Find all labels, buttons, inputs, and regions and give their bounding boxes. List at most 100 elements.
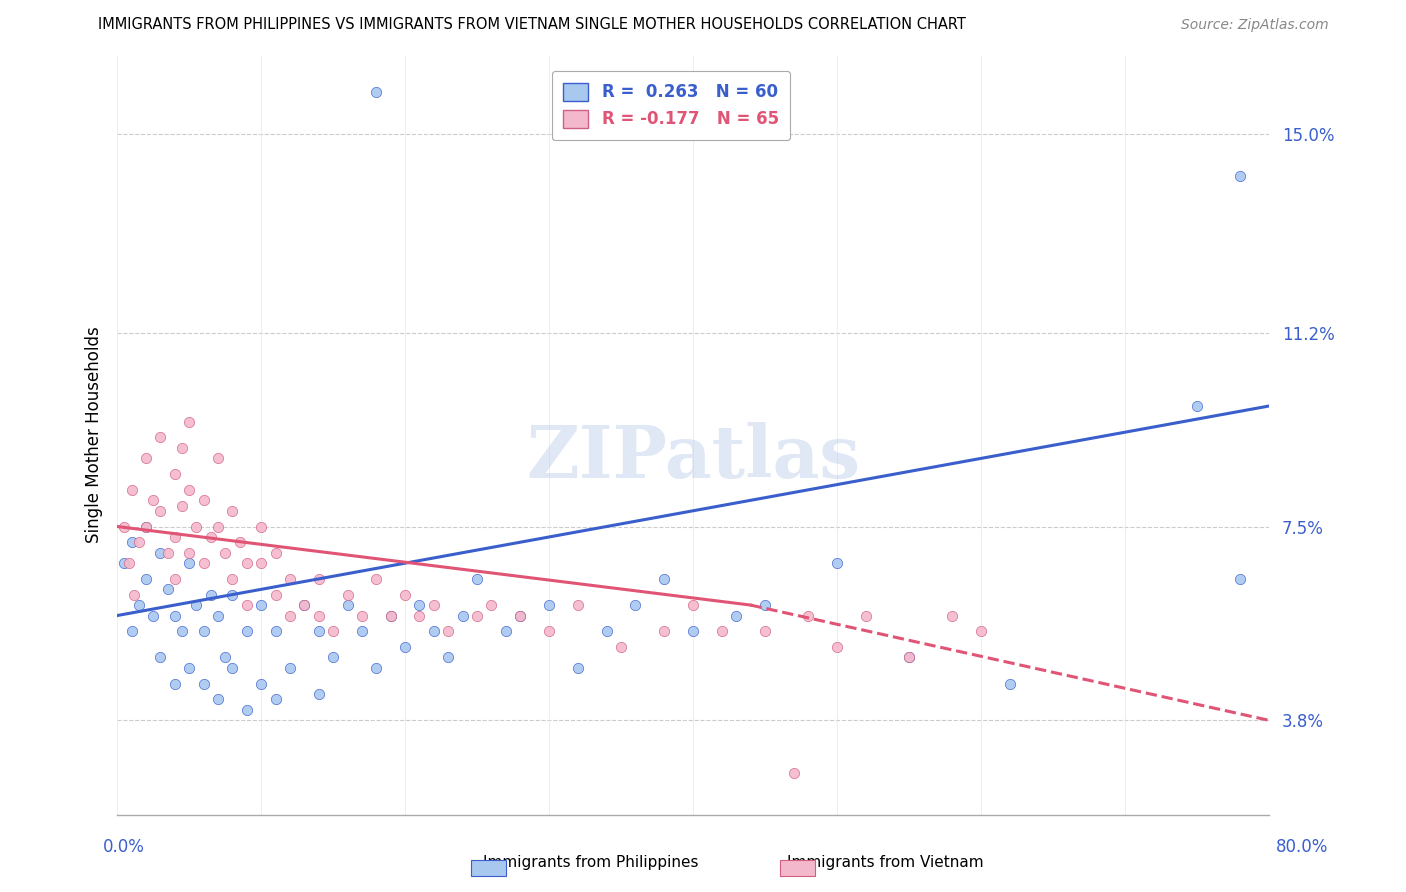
Point bbox=[179, 415, 201, 429]
Point bbox=[567, 598, 589, 612]
Point bbox=[451, 608, 474, 623]
Point bbox=[855, 608, 877, 623]
Point bbox=[170, 624, 193, 639]
Point bbox=[118, 556, 141, 570]
Point bbox=[970, 624, 993, 639]
Point bbox=[214, 546, 236, 560]
Point bbox=[538, 624, 561, 639]
Point bbox=[380, 608, 402, 623]
Point bbox=[437, 650, 460, 665]
Point bbox=[797, 608, 820, 623]
Point bbox=[250, 598, 273, 612]
Point bbox=[495, 624, 517, 639]
Point bbox=[135, 572, 157, 586]
Point bbox=[897, 650, 920, 665]
Point bbox=[135, 519, 157, 533]
Point bbox=[754, 624, 776, 639]
Point bbox=[156, 582, 179, 597]
Point bbox=[1185, 399, 1208, 413]
Point bbox=[163, 530, 186, 544]
Point bbox=[228, 535, 250, 549]
Point bbox=[221, 504, 243, 518]
Point bbox=[128, 598, 150, 612]
Point bbox=[897, 650, 920, 665]
Point bbox=[250, 676, 273, 690]
Point bbox=[610, 640, 633, 654]
Point bbox=[121, 483, 143, 497]
Point bbox=[207, 608, 229, 623]
Point bbox=[163, 572, 186, 586]
Point bbox=[149, 650, 172, 665]
Y-axis label: Single Mother Households: Single Mother Households bbox=[86, 326, 103, 543]
Point bbox=[235, 624, 257, 639]
Point bbox=[179, 661, 201, 675]
Text: 0.0%: 0.0% bbox=[103, 838, 145, 855]
Point bbox=[235, 556, 257, 570]
Point bbox=[725, 608, 748, 623]
Point bbox=[380, 608, 402, 623]
Point bbox=[366, 572, 388, 586]
Point bbox=[193, 493, 215, 508]
Point bbox=[124, 588, 146, 602]
Text: Source: ZipAtlas.com: Source: ZipAtlas.com bbox=[1181, 19, 1329, 32]
Point bbox=[278, 608, 301, 623]
Point bbox=[112, 519, 135, 533]
Point bbox=[682, 624, 704, 639]
Point bbox=[465, 608, 488, 623]
Text: 80.0%: 80.0% bbox=[1277, 838, 1329, 855]
Point bbox=[156, 546, 179, 560]
Point bbox=[394, 588, 416, 602]
Point bbox=[200, 588, 222, 602]
Point bbox=[170, 441, 193, 455]
Point bbox=[207, 451, 229, 466]
Point bbox=[1229, 169, 1251, 183]
Point bbox=[1229, 572, 1251, 586]
Point bbox=[322, 624, 344, 639]
Point bbox=[595, 624, 617, 639]
Point bbox=[941, 608, 963, 623]
Point bbox=[408, 608, 430, 623]
Point bbox=[135, 519, 157, 533]
Point bbox=[186, 519, 208, 533]
Point bbox=[278, 572, 301, 586]
Point bbox=[250, 556, 273, 570]
Point bbox=[308, 624, 330, 639]
Point bbox=[481, 598, 503, 612]
Point bbox=[214, 650, 236, 665]
Point bbox=[135, 451, 157, 466]
Point bbox=[163, 467, 186, 482]
Point bbox=[163, 608, 186, 623]
Point bbox=[423, 624, 446, 639]
Point bbox=[825, 640, 848, 654]
Text: Immigrants from Vietnam: Immigrants from Vietnam bbox=[787, 855, 984, 870]
Point bbox=[336, 598, 359, 612]
Point bbox=[170, 499, 193, 513]
Point bbox=[292, 598, 315, 612]
Point bbox=[998, 676, 1021, 690]
Point bbox=[423, 598, 446, 612]
Point bbox=[308, 572, 330, 586]
Point bbox=[652, 624, 675, 639]
Legend: R =  0.263   N = 60, R = -0.177   N = 65: R = 0.263 N = 60, R = -0.177 N = 65 bbox=[551, 71, 790, 140]
Point bbox=[221, 661, 243, 675]
Point bbox=[366, 661, 388, 675]
Point bbox=[207, 692, 229, 706]
Point bbox=[350, 624, 373, 639]
Point bbox=[308, 687, 330, 701]
Point bbox=[193, 624, 215, 639]
Point bbox=[149, 430, 172, 444]
Point bbox=[465, 572, 488, 586]
Point bbox=[509, 608, 531, 623]
Point bbox=[652, 572, 675, 586]
Point bbox=[437, 624, 460, 639]
Point bbox=[322, 650, 344, 665]
Point bbox=[112, 556, 135, 570]
Point bbox=[350, 608, 373, 623]
Point bbox=[682, 598, 704, 612]
Point bbox=[193, 556, 215, 570]
Point bbox=[292, 598, 315, 612]
Point bbox=[366, 85, 388, 99]
Point bbox=[163, 676, 186, 690]
Point bbox=[142, 493, 165, 508]
Point bbox=[142, 608, 165, 623]
